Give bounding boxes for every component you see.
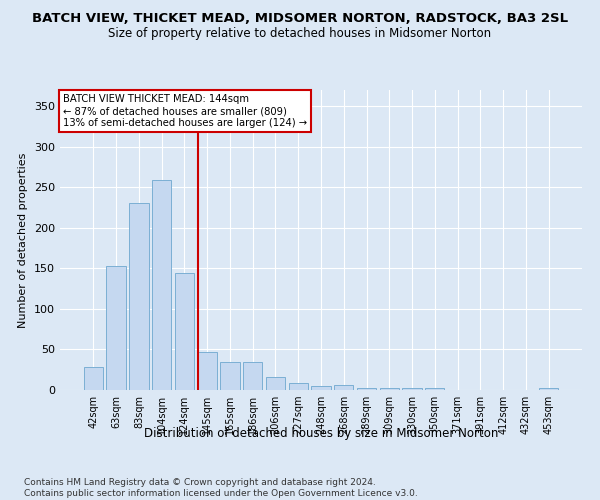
Bar xyxy=(334,385,353,390)
Bar xyxy=(106,266,126,390)
Bar xyxy=(425,388,445,390)
Bar xyxy=(129,202,149,390)
Text: Distribution of detached houses by size in Midsomer Norton: Distribution of detached houses by size … xyxy=(144,428,498,440)
Bar xyxy=(243,362,262,390)
Text: Size of property relative to detached houses in Midsomer Norton: Size of property relative to detached ho… xyxy=(109,28,491,40)
Bar xyxy=(289,382,308,390)
Bar xyxy=(175,273,194,390)
Y-axis label: Number of detached properties: Number of detached properties xyxy=(19,152,28,328)
Bar xyxy=(220,362,239,390)
Bar xyxy=(84,368,103,390)
Bar xyxy=(403,388,422,390)
Text: BATCH VIEW THICKET MEAD: 144sqm
← 87% of detached houses are smaller (809)
13% o: BATCH VIEW THICKET MEAD: 144sqm ← 87% of… xyxy=(62,94,307,128)
Bar xyxy=(380,388,399,390)
Bar xyxy=(539,388,558,390)
Bar xyxy=(311,386,331,390)
Bar xyxy=(357,388,376,390)
Bar xyxy=(266,377,285,390)
Bar xyxy=(152,180,172,390)
Text: Contains HM Land Registry data © Crown copyright and database right 2024.
Contai: Contains HM Land Registry data © Crown c… xyxy=(24,478,418,498)
Bar xyxy=(197,352,217,390)
Text: BATCH VIEW, THICKET MEAD, MIDSOMER NORTON, RADSTOCK, BA3 2SL: BATCH VIEW, THICKET MEAD, MIDSOMER NORTO… xyxy=(32,12,568,26)
